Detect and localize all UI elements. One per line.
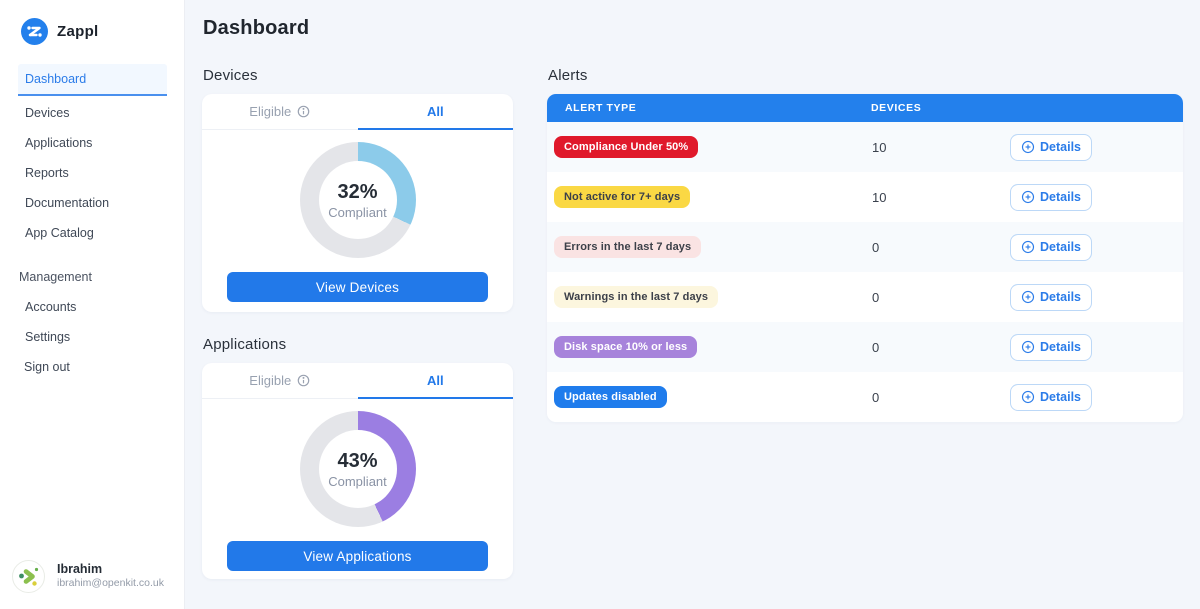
user-name: Ibrahim xyxy=(57,561,103,576)
zappl-z-icon xyxy=(21,18,48,45)
details-label: Details xyxy=(1040,290,1081,304)
alerts-table: ALERT TYPE DEVICES Compliance Under 50% … xyxy=(547,94,1183,422)
sidebar-item-app-catalog[interactable]: App Catalog xyxy=(25,226,94,240)
devices-count: 10 xyxy=(872,139,887,155)
plus-circle-icon xyxy=(1021,240,1035,254)
alerts-section-heading: Alerts xyxy=(548,67,588,84)
sidebar-item-settings[interactable]: Settings xyxy=(25,330,71,344)
tab-eligible-label: Eligible xyxy=(249,373,292,388)
user-profile[interactable]: Ibrahim ibrahim@openkit.co.uk xyxy=(12,560,177,593)
devices-count: 0 xyxy=(872,389,880,405)
applications-tabs: Eligible All xyxy=(202,363,513,399)
details-label: Details xyxy=(1040,190,1081,204)
tab-eligible[interactable]: Eligible xyxy=(202,363,358,398)
tab-all[interactable]: All xyxy=(357,363,513,399)
devices-section-heading: Devices xyxy=(203,67,258,84)
openkit-logo-icon xyxy=(12,560,45,593)
sidebar-item-devices[interactable]: Devices xyxy=(25,106,70,120)
info-circle-icon xyxy=(297,105,310,118)
view-devices-button[interactable]: View Devices xyxy=(227,272,488,302)
tab-all[interactable]: All xyxy=(357,94,513,130)
sidebar-item-documentation[interactable]: Documentation xyxy=(25,196,110,210)
applications-percent-caption: Compliant xyxy=(328,473,387,489)
table-row: Errors in the last 7 days 0 Details xyxy=(547,222,1183,272)
applications-donut-chart: 43% Compliant xyxy=(299,411,416,527)
table-row: Warnings in the last 7 days 0 Details xyxy=(547,272,1183,322)
details-button[interactable]: Details xyxy=(1010,133,1092,161)
alerts-table-header: ALERT TYPE DEVICES xyxy=(547,94,1183,122)
alert-badge: Compliance Under 50% xyxy=(554,136,699,158)
devices-count: 10 xyxy=(872,189,887,205)
applications-card: Eligible All 43% Compliant View Applicat… xyxy=(202,363,513,579)
devices-card: Eligible All 32% Compliant View Devices xyxy=(202,94,513,312)
sidebar-item-accounts[interactable]: Accounts xyxy=(25,300,77,314)
devices-donut-chart: 32% Compliant xyxy=(299,142,416,258)
tab-eligible[interactable]: Eligible xyxy=(202,94,358,129)
page-title: Dashboard xyxy=(203,17,310,39)
info-circle-icon xyxy=(297,374,310,387)
plus-circle-icon xyxy=(1021,140,1035,154)
alert-badge: Warnings in the last 7 days xyxy=(554,286,719,308)
sidebar-section-management: Management xyxy=(19,270,92,284)
plus-circle-icon xyxy=(1021,190,1035,204)
details-label: Details xyxy=(1040,240,1081,254)
devices-count: 0 xyxy=(872,339,880,355)
view-applications-button[interactable]: View Applications xyxy=(227,541,488,571)
alert-badge: Not active for 7+ days xyxy=(554,186,691,208)
devices-count: 0 xyxy=(872,239,880,255)
alert-badge: Updates disabled xyxy=(554,386,667,408)
details-button[interactable]: Details xyxy=(1010,183,1092,211)
table-row: Updates disabled 0 Details xyxy=(547,372,1183,422)
column-devices: DEVICES xyxy=(871,102,922,114)
brand-logo[interactable]: Zappl xyxy=(21,18,99,45)
sidebar-item-sign-out[interactable]: Sign out xyxy=(24,360,70,374)
details-label: Details xyxy=(1040,340,1081,354)
sidebar-item-applications[interactable]: Applications xyxy=(25,136,93,150)
details-label: Details xyxy=(1040,390,1081,404)
applications-percent: 43% xyxy=(337,449,378,472)
alert-badge: Errors in the last 7 days xyxy=(554,236,702,258)
sidebar-item-reports[interactable]: Reports xyxy=(25,166,69,180)
table-row: Disk space 10% or less 0 Details xyxy=(547,322,1183,372)
details-button[interactable]: Details xyxy=(1010,333,1092,361)
details-button[interactable]: Details xyxy=(1010,283,1092,311)
tab-eligible-label: Eligible xyxy=(249,104,292,119)
details-button[interactable]: Details xyxy=(1010,383,1092,411)
details-label: Details xyxy=(1040,140,1081,154)
sidebar-item-dashboard[interactable]: Dashboard xyxy=(18,64,167,96)
sidebar-nav: Dashboard Devices Applications Reports D… xyxy=(18,64,167,382)
brand-name: Zappl xyxy=(57,23,99,40)
details-button[interactable]: Details xyxy=(1010,233,1092,261)
user-email: ibrahim@openkit.co.uk xyxy=(57,577,164,590)
plus-circle-icon xyxy=(1021,340,1035,354)
devices-tabs: Eligible All xyxy=(202,94,513,130)
applications-section-heading: Applications xyxy=(203,336,287,353)
table-row: Compliance Under 50% 10 Details xyxy=(547,122,1183,172)
alert-badge: Disk space 10% or less xyxy=(554,336,698,358)
devices-percent: 32% xyxy=(337,180,378,203)
devices-percent-caption: Compliant xyxy=(328,204,387,220)
devices-count: 0 xyxy=(872,289,880,305)
table-row: Not active for 7+ days 10 Details xyxy=(547,172,1183,222)
plus-circle-icon xyxy=(1021,290,1035,304)
sidebar: Zappl Dashboard Devices Applications Rep… xyxy=(0,0,185,609)
column-alert-type: ALERT TYPE xyxy=(565,102,637,114)
plus-circle-icon xyxy=(1021,390,1035,404)
